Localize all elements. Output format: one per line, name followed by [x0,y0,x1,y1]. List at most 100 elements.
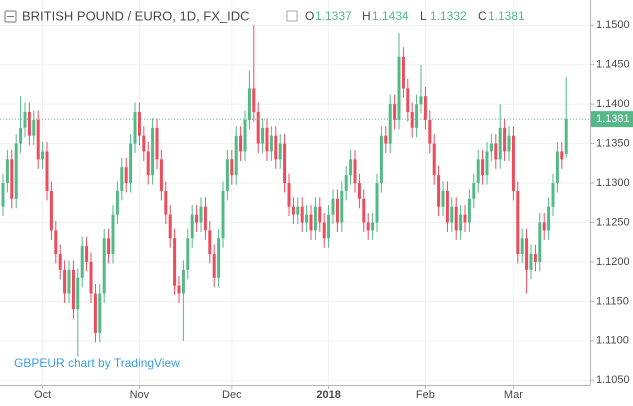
candle-body [454,206,458,231]
candle-body [120,167,124,191]
ohlc-value: 1.1381 [488,9,525,23]
candle-body [58,254,62,270]
candle-body [393,104,397,120]
candle-body [300,206,304,223]
candle-body [14,143,18,199]
candle-body [489,143,493,152]
x-tick-label: 2018 [316,389,340,401]
candle-body [36,119,40,160]
candle-body [124,167,128,184]
candle-body [340,190,344,223]
candle-body [85,246,89,262]
candle-body [397,56,401,120]
settings-icon[interactable] [286,10,298,22]
candle-body [67,269,71,294]
candle-body [234,135,238,176]
candle-body [252,88,256,113]
candle-body [375,183,379,223]
ohlc-value: 1.1337 [315,9,352,23]
last-price-box [591,111,633,128]
candle-body [529,254,533,270]
y-tick-label: 1.1050 [596,374,630,386]
candle-body [89,261,93,294]
candle-body [406,88,410,113]
candle-body [313,206,317,231]
candle-body [45,151,49,191]
candle-body [247,88,251,120]
candle-body [353,159,357,184]
candle-body [335,198,339,223]
candle-body [186,238,190,270]
candle-body [256,112,260,144]
candle-body [107,238,111,255]
candle-body [274,135,278,160]
candle-body [547,206,551,231]
candle-body [485,151,489,176]
candle-body [265,127,269,152]
candle-body [93,293,97,333]
ohlc-label: H [362,9,371,23]
candle-body [463,214,467,223]
candle-body [159,159,163,191]
candle-body [133,112,137,144]
candle-body [507,135,511,152]
candle-body [344,175,348,191]
candle-body [503,127,507,152]
candle-body [203,206,207,231]
candle-body [199,206,203,223]
candle-body [322,222,326,239]
candle-body [428,119,432,144]
y-tick-label: 1.1100 [596,335,629,347]
candle-body [19,127,23,144]
candle-body [269,135,273,152]
candle-body [525,238,529,270]
candle-body [331,198,335,215]
candle-body [243,119,247,152]
last-price-label: 1.1381 [596,113,630,125]
candle-body [102,238,106,294]
candle-body [1,183,5,207]
candle-body [551,183,555,207]
candle-body [177,285,181,294]
candle-body [164,190,168,215]
candle-body [221,190,225,239]
collapse-icon[interactable] [4,10,17,23]
candle-body [516,190,520,255]
candle-body [357,183,361,199]
y-tick-label: 1.1450 [596,59,630,71]
x-tick-label: Nov [130,389,150,401]
candle-body [111,214,115,255]
candle-body [76,277,80,310]
candle-body [230,159,234,176]
candle-body [217,238,221,278]
y-tick-label: 1.1300 [596,177,630,189]
candle-body [129,143,133,184]
candle-body [5,159,9,184]
candle-body [305,214,309,223]
candle-body [23,112,27,128]
candle-body [49,190,53,231]
candle-body [450,206,454,223]
candle-body [538,222,542,262]
candle-body [63,269,67,294]
candle-body [388,104,392,144]
y-tick-label: 1.1500 [596,19,630,31]
candle-body [511,135,515,191]
candle-body [212,254,216,278]
candle-body [472,183,476,199]
candle-body [195,214,199,223]
candle-body [142,135,146,152]
ohlc-value: 1.1332 [430,9,467,23]
candles [1,25,568,357]
candle-body [564,119,568,154]
ohlc-label: L [420,9,427,23]
x-tick-label: Oct [34,389,51,401]
candle-body [498,127,502,160]
y-tick-label: 1.1150 [596,295,629,307]
candle-body [146,151,150,176]
y-tick-label: 1.1400 [596,98,630,110]
watermark: GBPEUR chart by TradingView [14,356,180,370]
candle-body [225,159,229,191]
